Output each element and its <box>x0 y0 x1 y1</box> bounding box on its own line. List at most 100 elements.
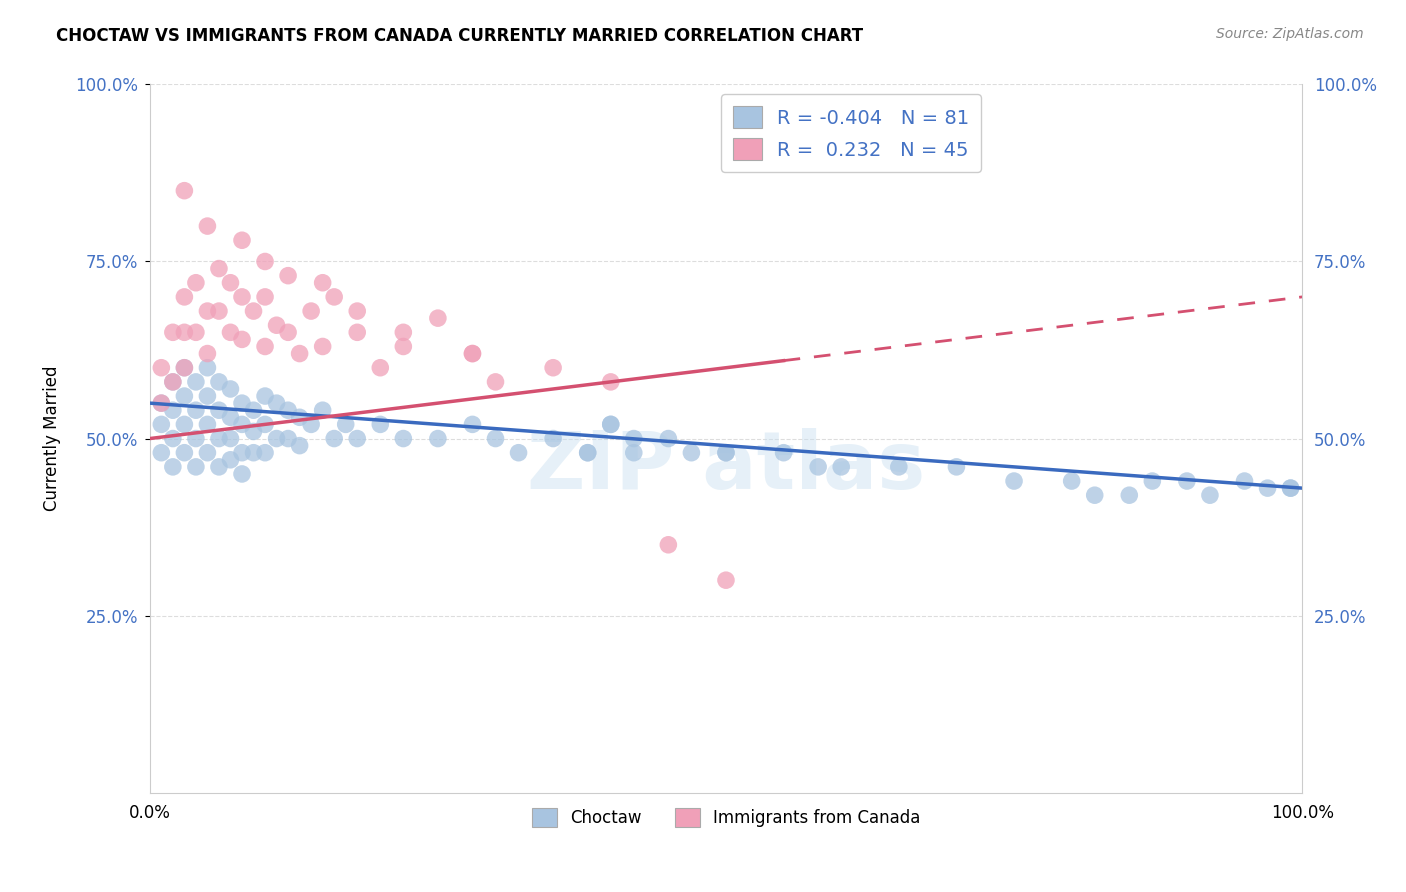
Point <box>277 268 299 283</box>
Point <box>311 339 333 353</box>
Point <box>173 360 195 375</box>
Point <box>1175 474 1198 488</box>
Point <box>714 573 737 587</box>
Point <box>184 403 207 417</box>
Point <box>162 375 184 389</box>
Point <box>162 403 184 417</box>
Point <box>657 432 679 446</box>
Point <box>323 432 346 446</box>
Point <box>288 439 311 453</box>
Point <box>254 389 277 403</box>
Text: CHOCTAW VS IMMIGRANTS FROM CANADA CURRENTLY MARRIED CORRELATION CHART: CHOCTAW VS IMMIGRANTS FROM CANADA CURREN… <box>56 27 863 45</box>
Point <box>150 396 173 410</box>
Point <box>150 446 173 460</box>
Point <box>887 459 910 474</box>
Point <box>1142 474 1164 488</box>
Point <box>277 403 299 417</box>
Point <box>231 396 253 410</box>
Point <box>576 446 599 460</box>
Point <box>1199 488 1222 502</box>
Point <box>242 403 264 417</box>
Point <box>830 459 852 474</box>
Point <box>219 276 242 290</box>
Point <box>1002 474 1025 488</box>
Point <box>254 290 277 304</box>
Point <box>541 360 564 375</box>
Point <box>1279 481 1302 495</box>
Point <box>426 311 449 326</box>
Text: Source: ZipAtlas.com: Source: ZipAtlas.com <box>1216 27 1364 41</box>
Point <box>208 403 231 417</box>
Point <box>266 318 288 333</box>
Point <box>184 326 207 340</box>
Point <box>150 396 173 410</box>
Point <box>242 304 264 318</box>
Point <box>266 396 288 410</box>
Point <box>1257 481 1279 495</box>
Point <box>599 417 621 432</box>
Point <box>1084 488 1107 502</box>
Point <box>197 219 219 233</box>
Point <box>1060 474 1083 488</box>
Point <box>461 417 484 432</box>
Point <box>311 276 333 290</box>
Point <box>219 410 242 425</box>
Point <box>484 432 506 446</box>
Point <box>219 382 242 396</box>
Point <box>681 446 703 460</box>
Point <box>623 446 645 460</box>
Point <box>599 375 621 389</box>
Point <box>714 446 737 460</box>
Point <box>173 417 195 432</box>
Point <box>197 389 219 403</box>
Point <box>945 459 967 474</box>
Point <box>254 446 277 460</box>
Point <box>162 432 184 446</box>
Point <box>346 432 368 446</box>
Point <box>197 417 219 432</box>
Point <box>392 326 415 340</box>
Point <box>807 459 830 474</box>
Point <box>508 446 530 460</box>
Point <box>1118 488 1140 502</box>
Point <box>197 446 219 460</box>
Point <box>231 417 253 432</box>
Point <box>426 432 449 446</box>
Point <box>173 360 195 375</box>
Point <box>208 432 231 446</box>
Point <box>254 339 277 353</box>
Point <box>254 254 277 268</box>
Point <box>1233 474 1256 488</box>
Point <box>368 417 391 432</box>
Point <box>254 417 277 432</box>
Point <box>150 360 173 375</box>
Point <box>173 290 195 304</box>
Point <box>184 432 207 446</box>
Point <box>219 326 242 340</box>
Point <box>219 452 242 467</box>
Point <box>242 446 264 460</box>
Point <box>277 326 299 340</box>
Point <box>657 538 679 552</box>
Point <box>173 389 195 403</box>
Point <box>484 375 506 389</box>
Point <box>231 233 253 247</box>
Point <box>173 184 195 198</box>
Point <box>299 304 322 318</box>
Point <box>346 326 368 340</box>
Point <box>266 432 288 446</box>
Point <box>173 446 195 460</box>
Point <box>242 425 264 439</box>
Point <box>208 261 231 276</box>
Point <box>208 304 231 318</box>
Point <box>772 446 794 460</box>
Point <box>461 346 484 360</box>
Point <box>392 339 415 353</box>
Point <box>541 432 564 446</box>
Point <box>208 459 231 474</box>
Point <box>231 332 253 346</box>
Point <box>162 375 184 389</box>
Point <box>197 346 219 360</box>
Point <box>461 346 484 360</box>
Point <box>714 446 737 460</box>
